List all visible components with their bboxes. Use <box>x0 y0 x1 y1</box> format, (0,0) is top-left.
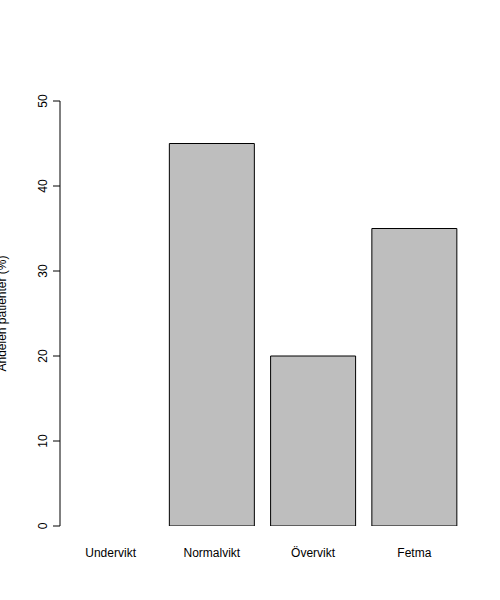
svg-text:Fetma: Fetma <box>397 546 431 560</box>
svg-text:Övervikt: Övervikt <box>291 546 336 560</box>
svg-text:Undervikt: Undervikt <box>85 546 136 560</box>
svg-text:20: 20 <box>36 349 50 363</box>
svg-text:10: 10 <box>36 434 50 448</box>
svg-text:Andelen patienter (%): Andelen patienter (%) <box>8 255 9 371</box>
svg-text:0: 0 <box>36 522 50 529</box>
svg-text:Normalvikt: Normalvikt <box>184 546 241 560</box>
svg-text:40: 40 <box>36 179 50 193</box>
svg-text:50: 50 <box>36 94 50 108</box>
svg-text:30: 30 <box>36 264 50 278</box>
